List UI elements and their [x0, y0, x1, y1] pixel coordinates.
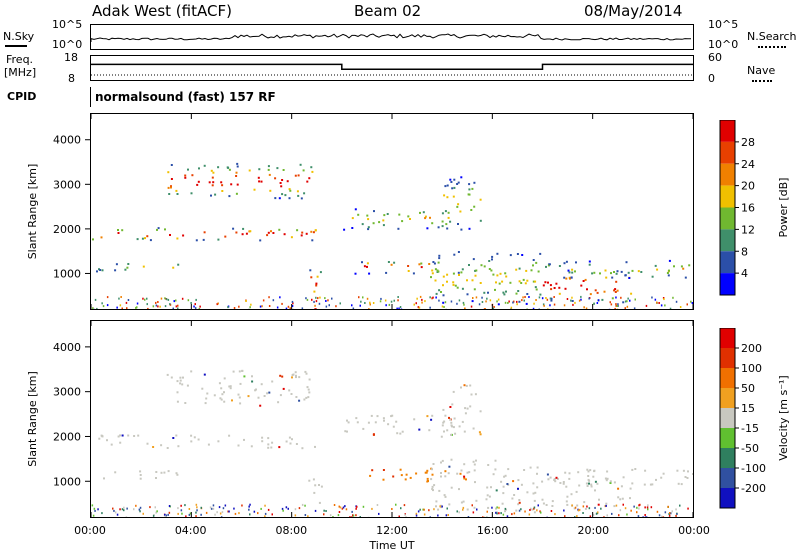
y-tick-label: 2000 — [53, 430, 81, 443]
cpid-program: normalsound (fast) 157 RF — [95, 90, 276, 104]
colorbar-segment — [720, 163, 735, 186]
beam-label: Beam 02 — [354, 2, 422, 20]
date-label: 08/May/2014 — [584, 2, 683, 20]
nave-legend-line — [752, 80, 772, 82]
nsearch-label: N.Search — [747, 30, 797, 43]
power-y-axis: 1000 2000 3000 4000 Slant Range [km] — [26, 134, 90, 280]
colorbar-tick-label: 8 — [741, 245, 748, 258]
colorbar-segment — [720, 328, 735, 348]
y-axis-label: Slant Range [km] — [26, 371, 39, 467]
x-tick-label: 00:00 — [74, 524, 106, 537]
velocity-y-axis: 1000 2000 3000 4000 Slant Range [km] — [26, 341, 90, 488]
colorbar-segment — [720, 120, 735, 142]
scatter-cells — [92, 162, 694, 311]
x-axis-label: Time UT — [368, 539, 414, 552]
cpid-divider — [90, 87, 91, 107]
colorbar-tick-label: 15 — [741, 402, 755, 415]
freq-trace — [91, 63, 693, 76]
y-tick-label: 3000 — [53, 386, 81, 399]
colorbar-segment — [720, 348, 735, 368]
noise-line — [90, 33, 692, 42]
x-tick-label: 12:00 — [376, 524, 408, 537]
colorbar-tick-label: 4 — [741, 267, 748, 280]
y-axis-label: Slant Range [km] — [26, 164, 39, 260]
x-tick-label: 16:00 — [477, 524, 509, 537]
colorbar-segment — [720, 229, 735, 252]
colorbar-segment — [720, 388, 735, 408]
power-scatter — [90, 114, 694, 311]
y-tick-label: 3000 — [53, 178, 81, 191]
y-tick-label: 1000 — [53, 475, 81, 488]
colorbar-tick-label: 12 — [741, 223, 755, 236]
nsky-tick-high: 10^5 — [52, 18, 83, 31]
y-tick-label: 1000 — [53, 267, 81, 280]
freq-panel — [90, 55, 694, 81]
colorbar-segment — [720, 368, 735, 388]
colorbar-tick-label: 20 — [741, 180, 755, 193]
freq-unit-label: [MHz] — [4, 66, 37, 79]
colorbar-tick-label: 16 — [741, 202, 755, 215]
y-tick-label: 4000 — [53, 341, 81, 354]
colorbar-segment — [720, 468, 735, 488]
velocity-scatter — [90, 321, 695, 519]
freq-tick-high: 18 — [64, 51, 78, 64]
colorbar-tick-label: 100 — [741, 362, 762, 375]
freq-line — [91, 63, 693, 70]
time-x-axis: 00:00 04:00 08:00 12:00 16:00 20:00 00:00 Time … — [74, 524, 710, 552]
nave-tick-high: 60 — [708, 51, 722, 64]
y-tick-label: 2000 — [53, 223, 81, 236]
colorbar-segment — [720, 488, 735, 508]
nsearch-tick-high: 10^5 — [708, 18, 739, 31]
station-title: Adak West (fitACF) — [92, 2, 232, 20]
colorbar-tick-label: 50 — [741, 382, 755, 395]
y-tick-label: 4000 — [53, 134, 81, 147]
colorbar-segment — [720, 408, 735, 428]
colorbar-tick-label: -50 — [741, 442, 759, 455]
nsearch-tick-low: 10^0 — [708, 38, 739, 51]
colorbar-segment — [720, 428, 735, 448]
cpid-label: CPID — [7, 90, 37, 103]
nsky-legend-line — [5, 45, 27, 47]
power-panel — [90, 113, 694, 311]
noise-trace — [90, 33, 692, 42]
colorbar-segment — [720, 207, 735, 230]
colorbar-segment — [720, 448, 735, 468]
colorbar-tick-label: 200 — [741, 342, 762, 355]
colorbar-segment — [720, 251, 735, 274]
x-tick-label: 08:00 — [275, 524, 307, 537]
freq-label: Freq. — [6, 53, 34, 66]
freq-tick-low: 8 — [68, 72, 75, 85]
nave-tick-low: 0 — [708, 72, 715, 85]
colorbar-segment — [720, 141, 735, 164]
velocity-colorbar: 200 100 50 15 -15 -50 -100 -200 Velocity [m s⁻¹] — [719, 328, 790, 509]
scatter-cells — [91, 369, 695, 519]
power-colorbar: 4 8 12 16 20 24 28 Power [dB] — [719, 120, 790, 296]
nsky-label: N.Sky — [3, 30, 35, 43]
x-tick-label: 20:00 — [577, 524, 609, 537]
colorbar-segment — [720, 273, 735, 295]
colorbar-tick-label: 24 — [741, 158, 755, 171]
colorbar-tick-label: 28 — [741, 136, 755, 149]
colorbar-label: Velocity [m s⁻¹] — [777, 375, 790, 460]
colorbar-tick-label: -200 — [741, 482, 766, 495]
x-tick-label: 04:00 — [175, 524, 207, 537]
nave-label: Nave — [747, 64, 776, 77]
colorbar-segment — [720, 185, 735, 208]
colorbar-label: Power [dB] — [777, 178, 790, 238]
colorbar-frame — [719, 328, 736, 509]
nsearch-legend-line — [758, 46, 786, 48]
x-tick-label: 00:00 — [678, 524, 710, 537]
velocity-panel — [90, 320, 695, 519]
noise-panel — [90, 24, 694, 50]
nsky-tick-low: 10^0 — [52, 38, 83, 51]
colorbar-tick-label: -100 — [741, 462, 766, 475]
colorbar-tick-label: -15 — [741, 422, 759, 435]
